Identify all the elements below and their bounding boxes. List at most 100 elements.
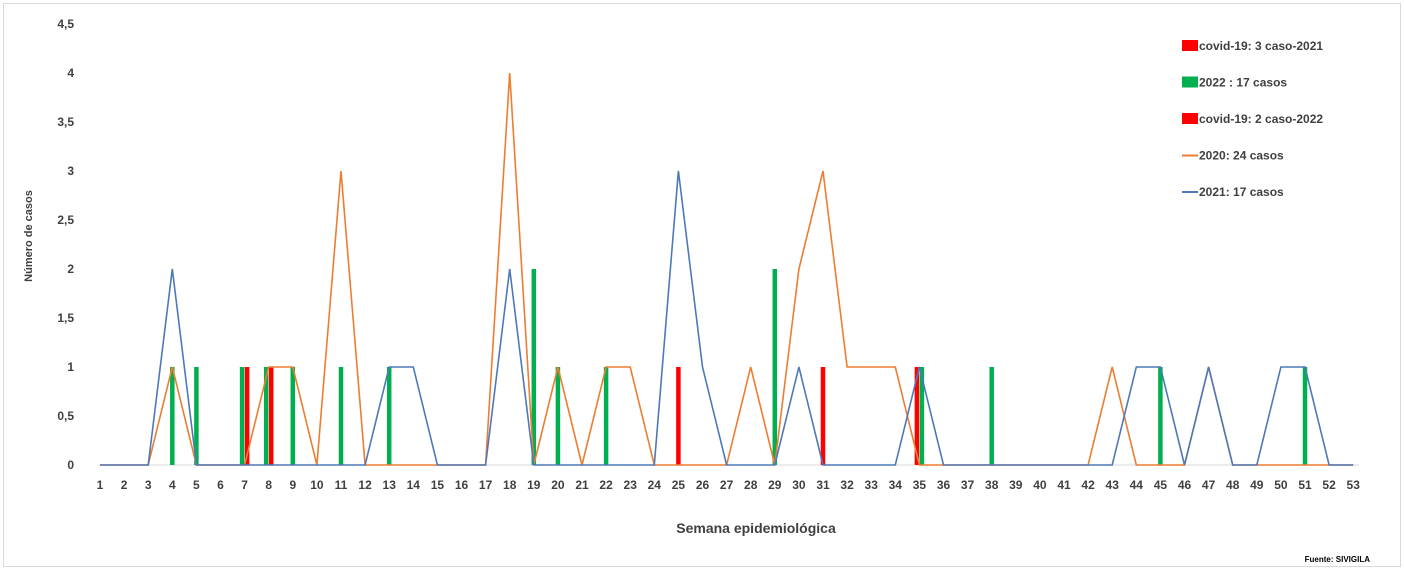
x-tick-label: 48 [1226,478,1240,492]
x-tick-label: 22 [599,478,613,492]
epidemiological-chart: 00,511,522,533,544,5 1 2 3 4 5 6 7 8 9 10 11 12 13 14… [23,17,1371,564]
legend-swatch [1182,113,1198,124]
bar [555,367,561,465]
x-tick-label: 20 [551,478,565,492]
x-tick-label: 9 [289,478,296,492]
x-tick-label: 8 [265,478,272,492]
bar [820,367,826,465]
y-tick-label: 0,5 [57,409,74,423]
x-tick-label: 43 [1106,478,1120,492]
bar [338,367,344,465]
legend-label: covid-19: 3 caso-2021 [1199,39,1323,53]
source-note: Fuente: SIVIGILA [1305,555,1371,564]
x-tick-label: 27 [720,478,734,492]
y-axis-title: Número de casos [23,190,35,282]
x-tick-label: 49 [1250,478,1264,492]
x-tick-label: 44 [1130,478,1144,492]
bar [989,367,994,465]
x-tick-label: 30 [792,478,806,492]
x-tick-label: 31 [816,478,830,492]
x-tick-label: 5 [193,478,200,492]
x-tick-label: 45 [1154,478,1168,492]
legend-label: 2021: 17 casos [1199,185,1284,199]
x-tick-label: 4 [169,478,176,492]
bar [772,269,778,465]
x-tick-label: 28 [744,478,758,492]
bar [239,367,245,465]
legend-label: 2020: 24 casos [1199,149,1284,163]
x-tick-label: 32 [840,478,854,492]
bar [386,367,392,465]
line-series [100,72,1354,466]
y-tick-label: 3 [67,164,74,178]
x-tick-label: 34 [889,478,903,492]
bar [1302,367,1308,465]
x-tick-label: 29 [768,478,782,492]
legend: covid-19: 3 caso-2021 2022 : 17 casos covi… [1182,39,1323,199]
bar [914,367,920,465]
bar [194,367,199,465]
x-tick-label: 14 [407,478,421,492]
x-tick-label: 17 [479,478,493,492]
x-tick-label: 24 [648,478,662,492]
x-tick-label: 25 [672,478,686,492]
legend-swatch [1182,76,1198,88]
bar-series [170,269,1308,465]
y-tick-label: 1 [67,360,74,374]
x-tick-label: 11 [335,478,348,492]
x-tick-label: 18 [503,478,517,492]
y-tick-label: 3,5 [57,115,74,129]
legend-swatch [1182,40,1198,51]
bar [290,367,296,465]
y-tick-label: 2,5 [57,213,74,227]
bar [531,269,537,465]
y-tick-label: 2 [67,262,74,276]
x-tick-label: 3 [145,478,152,492]
x-tick-label: 2 [121,478,128,492]
bar [1158,367,1163,465]
legend-label: 2022 : 17 casos [1199,76,1287,90]
x-tick-label: 26 [696,478,710,492]
x-tick-label: 38 [985,478,999,492]
x-axis-title: Semana epidemiológica [676,520,836,536]
x-tick-label: 35 [913,478,927,492]
x-tick-label: 10 [310,478,324,492]
x-tick-label: 33 [865,478,879,492]
x-tick-label: 46 [1178,478,1192,492]
x-tick-label: 36 [937,478,951,492]
y-tick-label: 0 [67,458,74,472]
x-tick-label: 12 [358,478,372,492]
chart-frame: 0 0,5 1 1,5 2 2,5 3 3,5 4 4,5 1 2 3 4 5 6 7 8 9 10 11 12 13 14… [3,3,1401,567]
bar [603,367,609,465]
x-tick-label: 21 [575,478,589,492]
x-tick-label: 50 [1274,478,1288,492]
x-tick-label: 6 [217,478,224,492]
x-tick-label: 47 [1202,478,1216,492]
series-line [100,170,1354,466]
y-tick-label: 4,5 [57,17,74,31]
x-tick-label: 1 [97,478,104,492]
x-tick-label: 7 [241,478,248,492]
y-axis-ticks: 0 0,5 1 1,5 2 2,5 3 3,5 4 4,5 [57,17,74,472]
x-tick-label: 39 [1009,478,1023,492]
x-tick-label: 53 [1347,478,1361,492]
x-tick-label: 13 [383,478,397,492]
bar [268,367,274,465]
bar [919,367,925,465]
y-tick-label: 4 [67,66,74,80]
x-tick-label: 16 [455,478,469,492]
bar [170,367,175,465]
x-tick-label: 15 [431,478,445,492]
legend-label: covid-19: 2 caso-2022 [1199,112,1323,126]
x-tick-label: 41 [1057,478,1071,492]
series-line [100,72,1354,466]
x-tick-label: 51 [1298,478,1312,492]
bar [263,367,269,465]
x-tick-label: 23 [624,478,638,492]
bar [244,367,250,465]
x-tick-label: 42 [1081,478,1095,492]
x-tick-label: 19 [527,478,541,492]
bar [676,367,681,465]
x-axis-ticks: 1 2 3 4 5 6 7 8 9 10 11 12 13 14 15 16 17 18 19 20 21 22 23 24 2… [97,478,1361,492]
x-tick-label: 40 [1033,478,1047,492]
